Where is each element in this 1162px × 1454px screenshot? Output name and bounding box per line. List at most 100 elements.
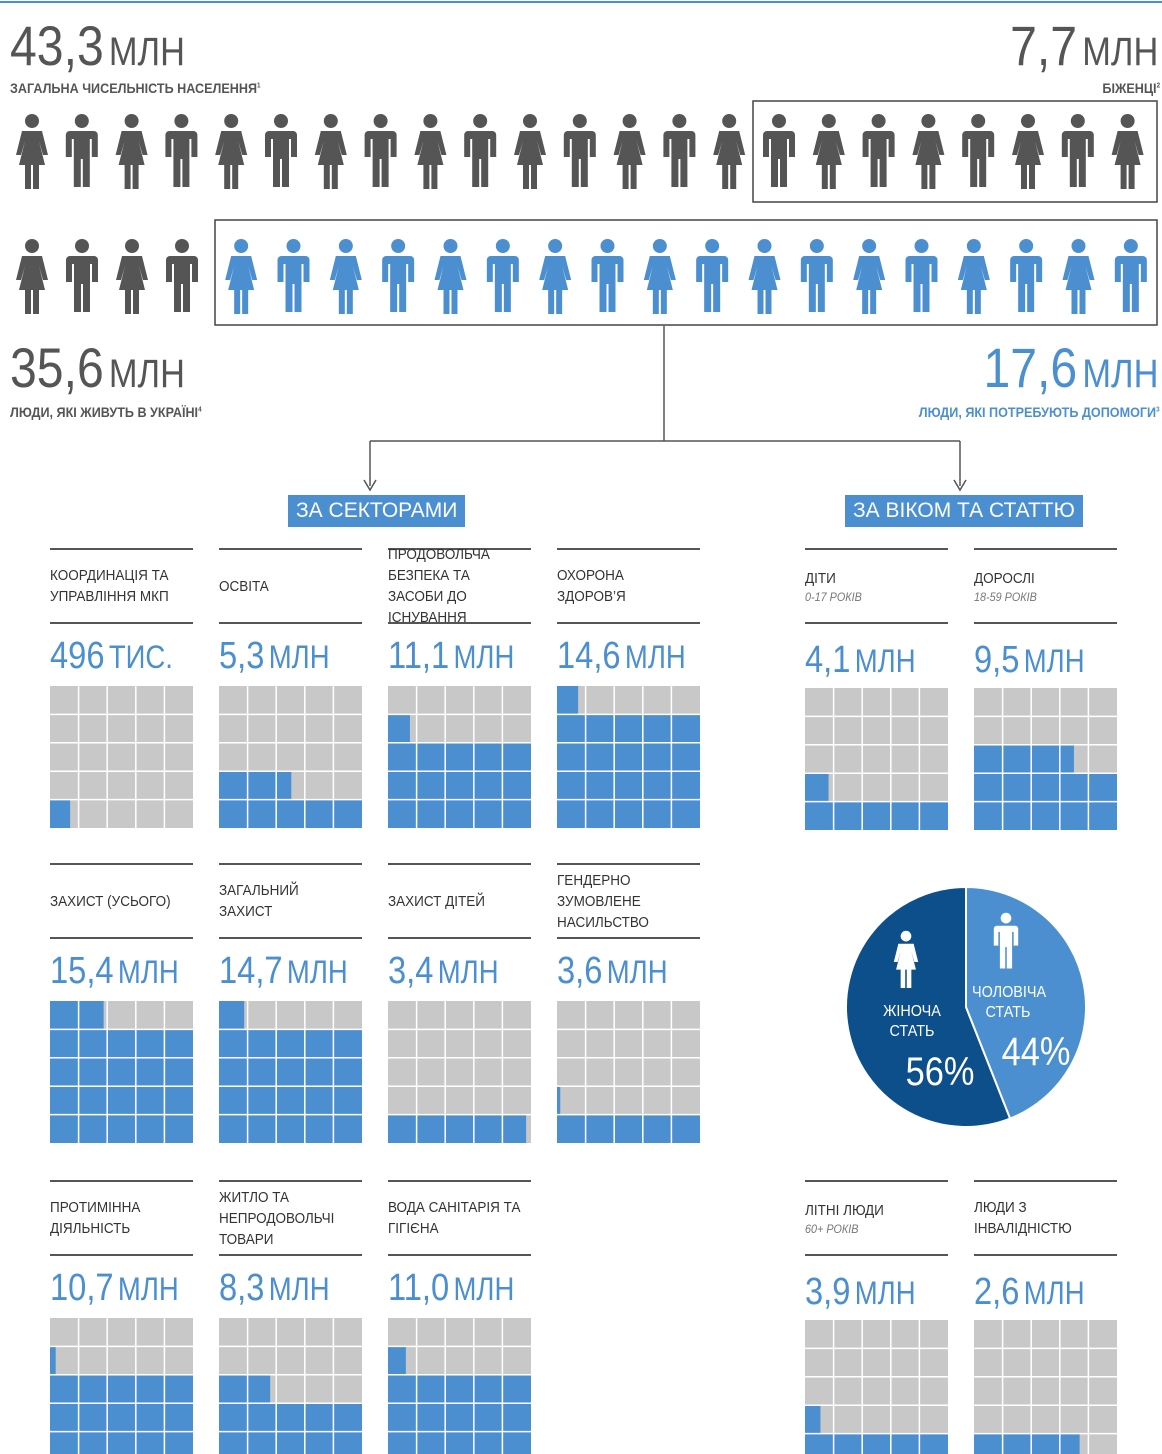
card-value: 10,7 МЛН [50,1268,179,1309]
value: 3,9 [805,1271,851,1313]
card-name: ЛЮДИ З ІНВАЛІДНІСТЮ [974,1184,1109,1252]
person-icon [800,239,833,312]
note: 3 [1156,406,1160,414]
card-name: ПРОТИМІННА ДІЯЛЬНІСТЬ [50,1184,185,1252]
in-need-figure: 17,6 МЛН [983,338,1158,404]
waffle [388,1318,531,1454]
value: 4,1 [805,639,851,681]
card-value: 14,6 МЛН [557,636,686,677]
refugees-box [752,100,1158,203]
card-value: 11,0 МЛН [388,1268,514,1309]
person-icon [613,114,646,189]
waffle [805,688,948,830]
waffle-fill [805,1405,821,1434]
name: ВОДА САНІТАРІЯ ТА ГІГІЄНА [388,1199,521,1237]
value: 9,5 [974,639,1020,681]
waffle-fill [805,1433,948,1454]
person-icon [696,239,729,312]
card-name: ВОДА САНІТАРІЯ ТА ГІГІЄНА [388,1184,523,1252]
rule [219,548,362,550]
unit: МЛН [117,954,179,990]
person-icon [1012,114,1044,189]
person-icon [265,114,297,187]
pie-value-label: 56% [905,1050,975,1094]
waffle [50,1001,193,1143]
card: ПРОДОВОЛЬЧА БЕЗПЕКА ТА ЗАСОБИ ДО ІСНУВАН… [388,546,531,828]
name: ЗАГАЛЬНИЙ ЗАХИСТ [219,882,299,920]
person-icon [1062,239,1095,314]
waffle-fill [805,773,829,802]
unit: МЛН [854,643,916,679]
person-icon [165,114,198,187]
value: 14,7 [219,950,283,992]
person-icon [215,114,248,189]
pictogram [16,100,1158,326]
waffle-fill [388,1374,531,1454]
waffle [805,1320,948,1454]
unit: МЛН [1023,643,1085,679]
card-name: ЖИТЛО ТА НЕПРОДОВОЛЬЧІ ТОВАРИ [219,1184,354,1252]
card: ЛЮДИ З ІНВАЛІДНІСТЮ 2,6 МЛН [974,1180,1117,1454]
rule [805,622,948,624]
card: ДОРОСЛІ 18-59 РОКІВ 9,5 МЛН [974,548,1117,830]
person-icon [434,239,467,314]
rule [219,622,362,624]
rule [219,937,362,939]
waffle-fill [50,799,71,828]
value: 15,4 [50,950,114,992]
card-name: ЗАХИСТ ДІТЕЙ [388,867,523,935]
rule [557,937,700,939]
rule [388,548,531,550]
name: ЖИТЛО ТА НЕПРОДОВОЛЬЧІ ТОВАРИ [219,1188,335,1248]
total-figure: 43,3 МЛН [10,16,185,82]
value: 7,7 [1009,14,1077,77]
rule [50,937,193,939]
person-icon [314,114,347,189]
person-icon [563,114,596,187]
rule [388,622,531,624]
person-icon [853,239,886,314]
unit: МЛН [268,1271,330,1307]
waffle-fill [805,801,948,830]
person-icon [464,114,497,187]
unit: МЛН [854,1275,916,1311]
rule [388,863,531,865]
name: ЗАХИСТ (УСЬОГО) [50,892,171,910]
waffle [974,688,1117,830]
card-name: ОХОРОНА ЗДОРОВ’Я [557,552,692,620]
waffle [388,686,531,828]
unit: МЛН [108,352,185,396]
name: ЛЮДИ З ІНВАЛІДНІСТЮ [974,1199,1072,1237]
card: ДІТИ 0-17 РОКІВ 4,1 МЛН [805,548,948,830]
label: БІЖЕНЦІ [1102,80,1157,96]
label: ЛЮДИ, ЯКІ ПОТРЕБУЮТЬ ДОПОМОГИ [919,404,1157,420]
waffle-fill [219,1403,362,1454]
person-icon [957,239,990,314]
unit: МЛН [286,954,348,990]
waffle-fill [219,1374,271,1404]
connector [363,326,967,492]
card: ЗАХИСТ ДІТЕЙ 3,4 МЛН [388,863,531,1143]
rule [388,1180,531,1182]
rule [50,1254,193,1256]
person-icon [364,114,397,187]
card-name: ДІТИ 0-17 РОКІВ [805,552,940,620]
waffle-fill [219,799,362,828]
name: ПРОДОВОЛЬЧА БЕЗПЕКА ТА ЗАСОБИ ДО ІСНУВАН… [388,546,490,626]
in-ukraine-label: ЛЮДИ, ЯКІ ЖИВУТЬ В УКРАЇНІ4 [10,404,202,420]
card-name: КООРДИНАЦІЯ ТА УПРАВЛІННЯ МКП [50,552,185,620]
unit: ТИС. [108,639,173,675]
rule [974,1180,1117,1182]
name: ПРОТИМІННА ДІЯЛЬНІСТЬ [50,1199,141,1237]
value: 2,6 [974,1271,1020,1313]
card-value: 9,5 МЛН [974,640,1085,681]
section-label: ЗА ВІКОМ ТА СТАТТЮ [845,495,1083,527]
waffle [557,1001,700,1143]
waffle [50,686,193,828]
rule [557,548,700,550]
person-icon [539,239,572,314]
label: ЛЮДИ, ЯКІ ЖИВУТЬ В УКРАЇНІ [10,404,199,420]
unit: МЛН [268,639,330,675]
card-name: ОСВІТА [219,552,354,620]
sub: 60+ РОКІВ [805,1221,859,1236]
